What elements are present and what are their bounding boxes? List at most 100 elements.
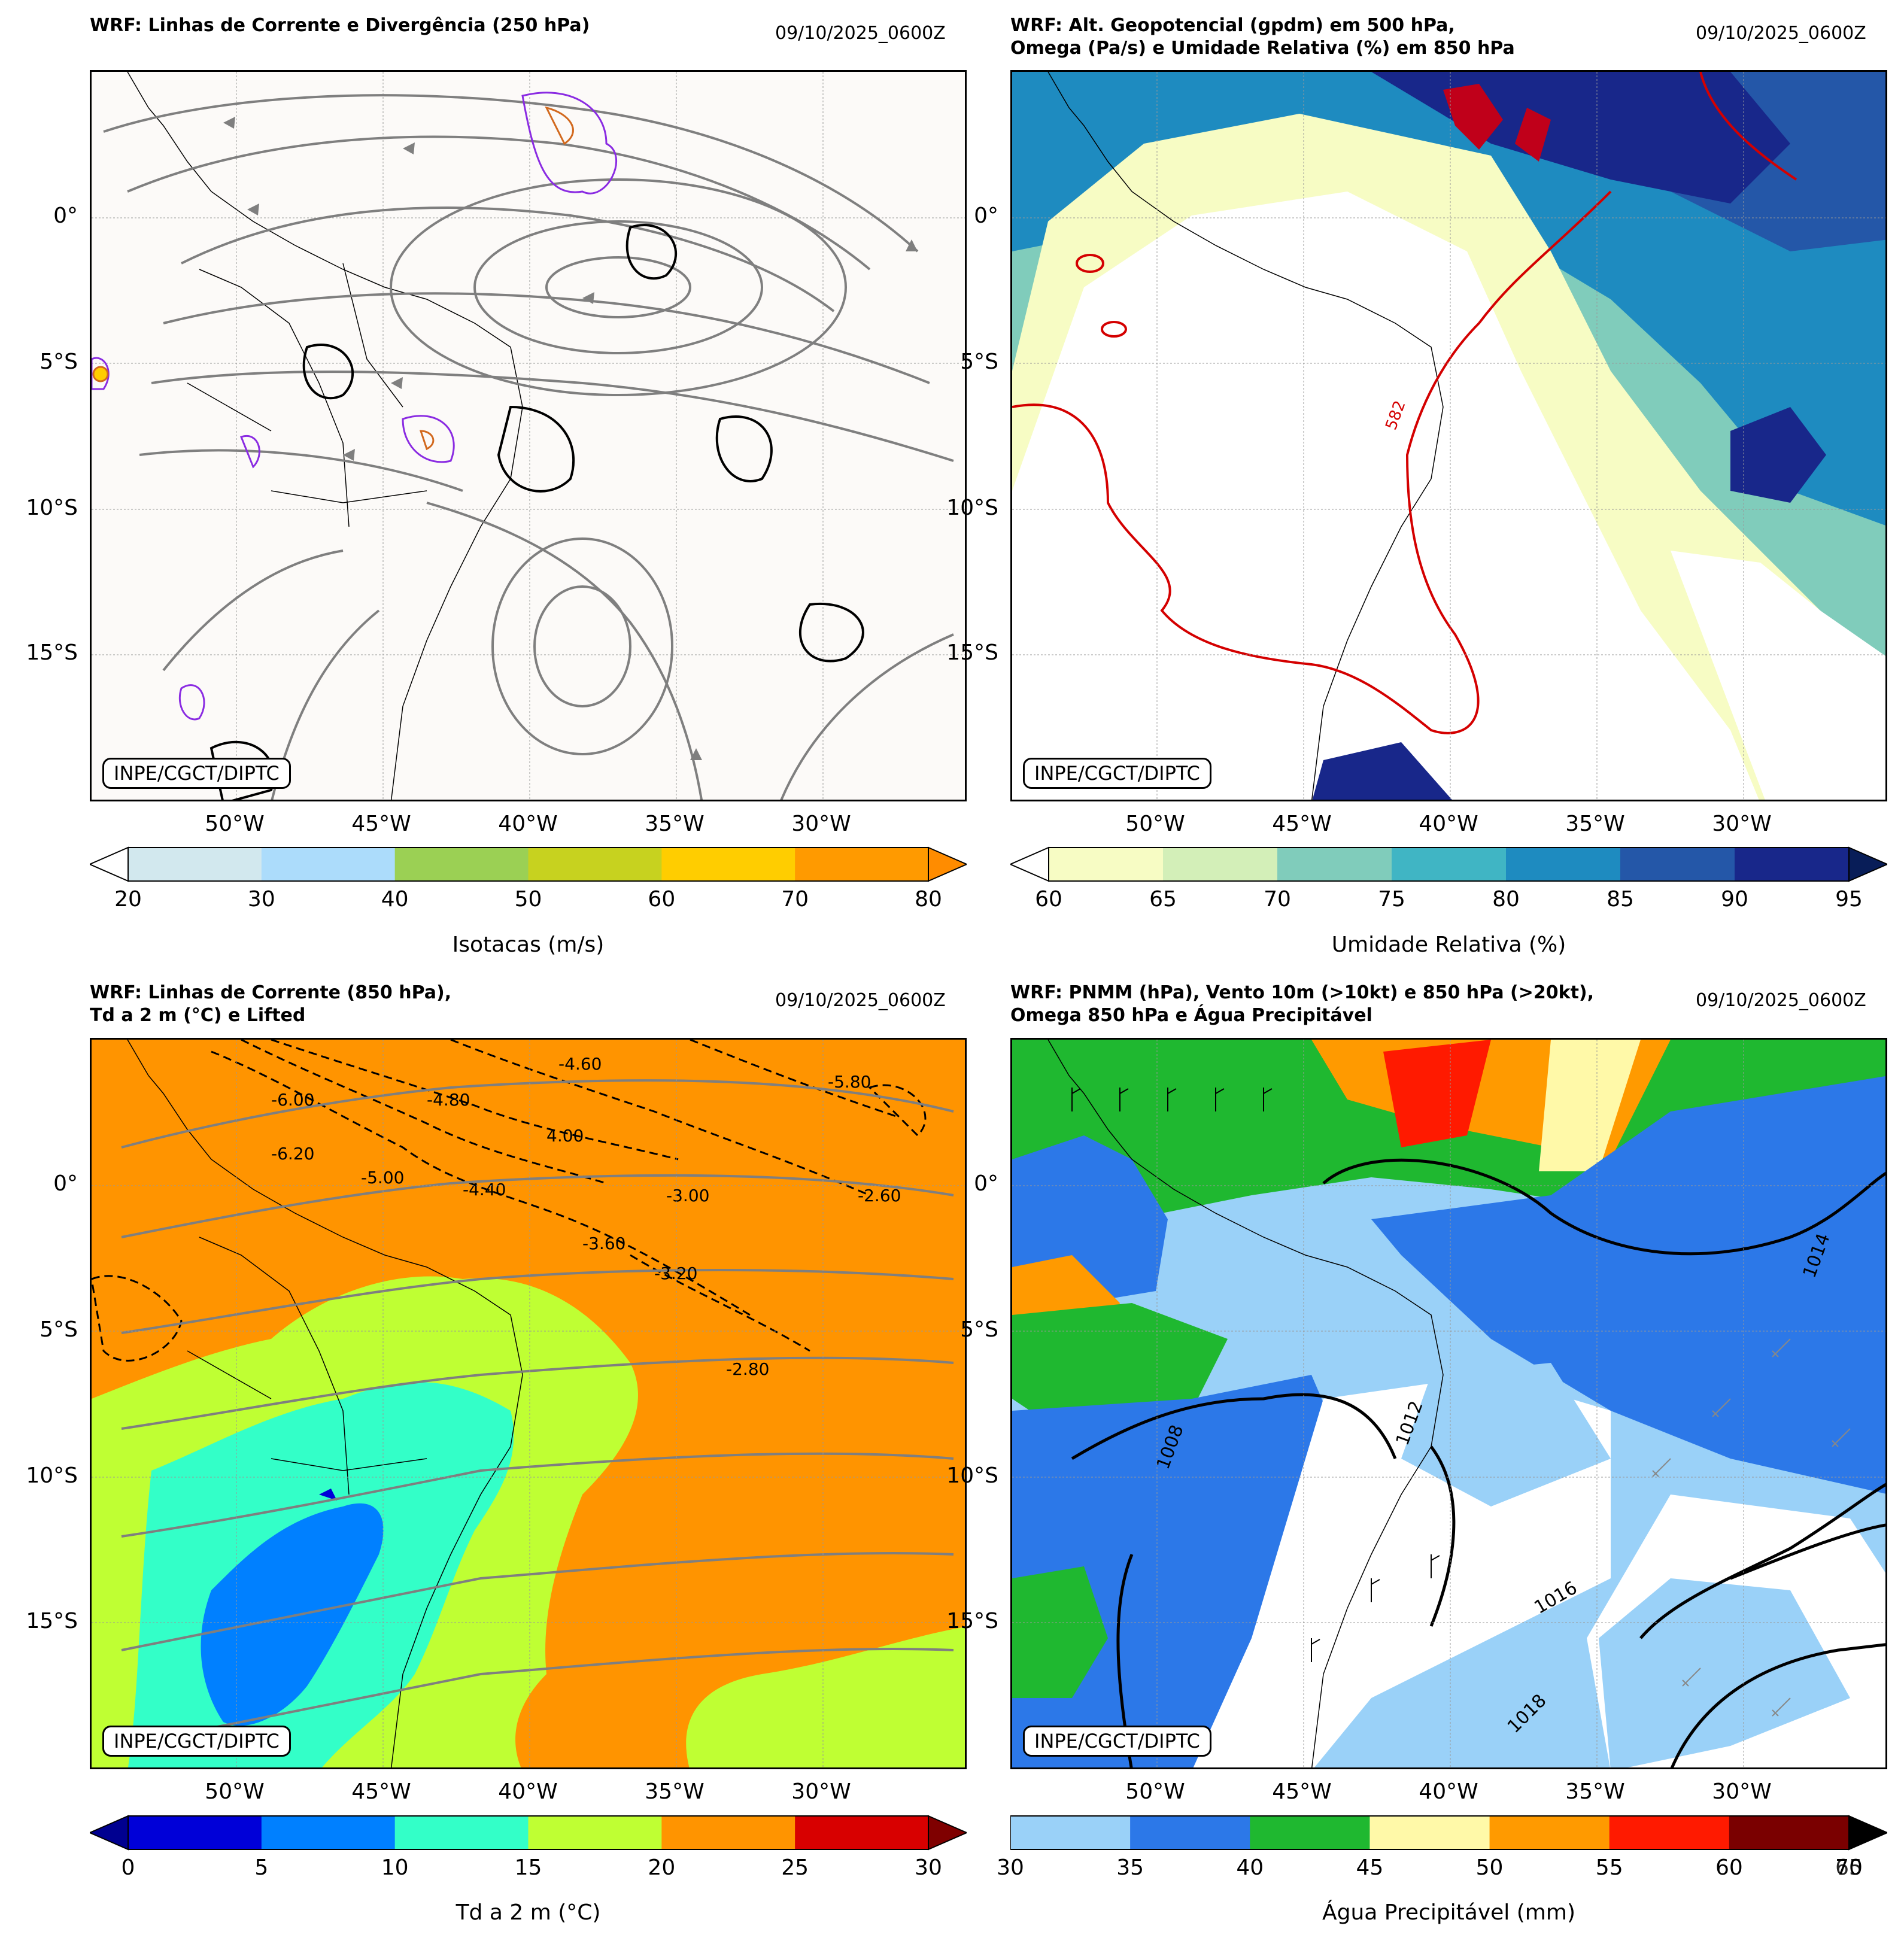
colorbar-segment	[394, 1816, 529, 1849]
credit-label: INPE/CGCT/DIPTC	[1023, 1726, 1211, 1757]
contour-label: -3.00	[666, 1186, 709, 1205]
contour-label: -2.80	[726, 1359, 769, 1379]
colorbar-tick-label: 80	[915, 887, 942, 912]
lon-label: 45°W	[351, 1779, 411, 1804]
colorbar-segment	[394, 848, 529, 881]
coastline	[127, 72, 523, 800]
colorbar-tick-label: 35	[1116, 1855, 1144, 1880]
lon-label: 30°W	[1712, 1779, 1772, 1804]
lon-label: 50°W	[1125, 1779, 1185, 1804]
contour-label: -2.60	[858, 1186, 901, 1205]
colorbar-tick-label: 10	[381, 1855, 409, 1880]
colorbar-segment	[1130, 1816, 1250, 1849]
isotach-cores	[92, 106, 574, 451]
colorbar-segment	[795, 1816, 929, 1849]
lat-label: 15°S	[26, 640, 78, 665]
lifted-labels: 4.00 -4.40 -3.00 -2.60 -2.80 -3.60 -3.20…	[271, 1054, 901, 1379]
colorbar-segment	[1735, 848, 1850, 881]
colorbar-tick-label: 95	[1835, 887, 1863, 912]
panel-title: WRF: Linhas de Corrente (850 hPa), Td a …	[90, 982, 452, 1026]
colorbar-tick-label: 0	[121, 1855, 135, 1880]
colorbar-tick-label: 90	[1721, 887, 1748, 912]
contour-label: -3.60	[582, 1234, 625, 1253]
colorbar-segment	[261, 1816, 396, 1849]
colorbar-tick-label: 15	[514, 1855, 542, 1880]
colorbar-tick-label: 20	[648, 1855, 676, 1880]
colorbar-label: Td a 2 m (°C)	[455, 1900, 601, 1925]
isotach-contours	[92, 92, 618, 721]
lon-label: 50°W	[205, 812, 265, 836]
lat-label: 15°S	[26, 1609, 78, 1633]
lon-label: 30°W	[791, 812, 851, 836]
gridlines	[1012, 1040, 1885, 1767]
colorbar-outline	[127, 1815, 929, 1850]
map-plot: 1014 1016 1018 1008 1012	[1012, 1040, 1885, 1767]
credit-label: INPE/CGCT/DIPTC	[1023, 758, 1211, 789]
lat-label: 5°S	[960, 1317, 998, 1342]
colorbar-tick-label: 60	[1035, 887, 1062, 912]
geopotential-contour	[1012, 72, 1797, 734]
lon-label: 35°W	[645, 812, 704, 836]
contour-label: -6.00	[271, 1090, 314, 1110]
colorbar-extend-low	[90, 846, 129, 882]
colorbar-segment	[1620, 848, 1735, 881]
contour-label: -3.20	[654, 1263, 697, 1283]
contour-label: -4.40	[463, 1180, 506, 1199]
lon-label: 45°W	[1272, 1779, 1332, 1804]
colorbar-extend-high	[1848, 846, 1887, 882]
colorbar-tick-label: 55	[1595, 1855, 1623, 1880]
lat-label: 0°	[53, 1171, 78, 1196]
colorbar-tick-label-overlap: 65	[1835, 1855, 1863, 1880]
gridlines	[92, 72, 965, 800]
coastline	[127, 1040, 523, 1767]
colorbar: 0 5 10 15 20 25 30	[90, 1810, 967, 1880]
map-plot: 582	[1012, 72, 1885, 800]
colorbar-tick-label: 65	[1149, 887, 1177, 912]
colorbar-tick-label: 30	[997, 1855, 1024, 1880]
colorbar-tick-label: 25	[781, 1855, 809, 1880]
streamlines	[103, 94, 954, 800]
panel-title: WRF: PNMM (hPa), Vento 10m (>10kt) e 850…	[1010, 982, 1595, 1026]
colorbar-segment	[128, 848, 262, 881]
colorbar-segment	[661, 848, 795, 881]
panel-date: 09/10/2025_0600Z	[775, 23, 946, 44]
lon-label: 50°W	[1125, 812, 1185, 836]
lon-label: 50°W	[205, 1779, 265, 1804]
colorbar: 30 35 40 45 50 55 60 70 65	[997, 1810, 1887, 1880]
colorbar-tick-label: 50	[1475, 1855, 1504, 1880]
divergence-contours	[209, 224, 864, 800]
colorbar-tick-label: 30	[915, 1855, 942, 1880]
lat-label: 5°S	[40, 350, 78, 374]
colorbar: 60 65 70 75 80 85 90 95	[1010, 842, 1887, 912]
lat-label: 10°S	[26, 496, 78, 520]
colorbar-segment	[1609, 1816, 1730, 1849]
streamline-arrows	[223, 117, 918, 760]
panel-date: 09/10/2025_0600Z	[1696, 990, 1866, 1011]
lat-label: 15°S	[946, 1609, 998, 1633]
panel-date: 09/10/2025_0600Z	[1696, 23, 1866, 44]
colorbar-extend-high	[1848, 1815, 1887, 1851]
colorbar-svg	[90, 846, 967, 882]
colorbar-tick-label: 5	[254, 1855, 269, 1880]
lon-label: 40°W	[1419, 812, 1478, 836]
colorbar-extend-high	[928, 846, 967, 882]
wind-barbs	[1652, 1338, 1851, 1717]
colorbar-outline	[1048, 847, 1850, 882]
lat-label: 5°S	[40, 1317, 78, 1342]
lon-label: 40°W	[498, 812, 558, 836]
colorbar-segment	[795, 848, 929, 881]
contour-label: -6.20	[271, 1144, 314, 1164]
map-plot	[92, 72, 965, 800]
colorbar-outline	[1010, 1815, 1850, 1850]
colorbar-segment	[528, 848, 662, 881]
colorbar-extend-low	[1010, 846, 1049, 882]
lat-label: 0°	[53, 203, 78, 228]
lon-label: 35°W	[645, 1779, 704, 1804]
colorbar-extend-low	[90, 1815, 129, 1851]
colorbar-segment	[661, 1816, 795, 1849]
colorbar-label: Umidade Relativa (%)	[1331, 933, 1566, 957]
lon-label: 30°W	[1712, 812, 1772, 836]
colorbar-tick-label: 30	[247, 887, 275, 912]
gridlines	[1012, 72, 1885, 800]
lat-label: 10°S	[946, 1463, 998, 1488]
